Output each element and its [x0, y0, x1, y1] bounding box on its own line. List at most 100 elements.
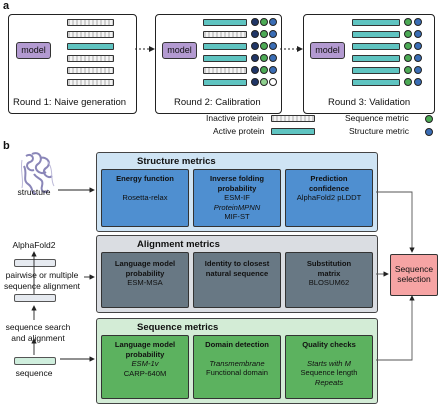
sequence-metric-dot — [260, 18, 268, 26]
starts-with-m-item: Starts with M — [307, 358, 351, 368]
sequence-lm-header-1: Language model — [114, 340, 176, 349]
inactive-protein-bar — [67, 19, 114, 26]
quality-checks-box: Quality checks Starts with M Sequence le… — [285, 335, 373, 399]
active-protein-bar — [67, 43, 114, 50]
domain-detection-box: Domain detection Transmembrane Functiona… — [193, 335, 281, 399]
inactive-protein-bar — [67, 67, 114, 74]
esm-if-item: ESM-IF — [224, 193, 250, 202]
carp-item: CARP-640M — [123, 368, 167, 378]
active-protein-bar — [352, 19, 400, 26]
active-protein-bar — [352, 79, 400, 86]
alignment-metrics-title: Alignment metrics — [137, 239, 220, 250]
sequence-metric-dot — [260, 78, 268, 86]
structure-metric-dot — [269, 42, 277, 50]
inactive-protein-bar — [203, 31, 247, 38]
structure-metric-dot — [414, 42, 422, 50]
active-protein-bar — [203, 55, 247, 62]
proteinmpnn-item: ProteinMPNN — [213, 202, 261, 212]
transmembrane-item: Transmembrane — [209, 358, 265, 368]
inverse-folding-header-1: Inverse folding — [209, 174, 264, 183]
identity-header-2: natural sequence — [205, 268, 269, 278]
sequence-length-item: Sequence length — [300, 368, 358, 377]
alignment-lm-box: Language model probability ESM-MSA — [101, 252, 189, 308]
panel-b-label: b — [3, 140, 10, 152]
search-label-line2: and alignment — [11, 333, 65, 343]
metric-dot — [251, 66, 259, 74]
structure-metric-dot — [414, 78, 422, 86]
structure-metric-dot — [269, 54, 277, 62]
inverse-folding-box: Inverse folding probability ESM-IF Prote… — [193, 169, 281, 227]
active-protein-bar — [203, 43, 247, 50]
legend-inactive-bar — [271, 115, 315, 122]
sequence-metrics-title: Sequence metrics — [137, 322, 219, 333]
alignment-lm-header-2: probability — [125, 268, 165, 278]
msa-bar-bottom — [14, 294, 56, 302]
prediction-confidence-header-2: confidence — [308, 183, 350, 193]
inactive-protein-bar — [67, 79, 114, 86]
repeats-item: Repeats — [314, 377, 344, 387]
sequence-bar — [14, 357, 56, 365]
esm-msa-item: ESM-MSA — [127, 278, 163, 287]
functional-domain-item: Functional domain — [205, 368, 269, 377]
sequence-label: sequence — [15, 368, 53, 378]
sequence-selection-line1: Sequence — [394, 264, 434, 274]
substitution-header-2: matrix — [317, 268, 341, 278]
metric-dot — [251, 54, 259, 62]
sequence-lm-header-2: probability — [125, 349, 165, 359]
inverse-folding-header-2: probability — [217, 183, 257, 193]
sequence-selection-line2: selection — [397, 274, 431, 284]
sequence-metric-dot — [260, 66, 268, 74]
identity-box: Identity to closest natural sequence — [193, 252, 281, 308]
quality-checks-header: Quality checks — [302, 340, 356, 349]
inactive-protein-bar — [67, 31, 114, 38]
panel-a-label: a — [3, 0, 10, 12]
flow-arrows — [31, 187, 415, 362]
inactive-protein-bar — [203, 67, 247, 74]
active-protein-bar — [203, 19, 247, 26]
structure-metric-dot — [414, 66, 422, 74]
legend-structure-metric-dot — [425, 128, 433, 136]
energy-function-box: Energy function Rosetta-relax — [101, 169, 189, 227]
sequence-metrics-group: Sequence metrics Language model probabil… — [96, 318, 378, 404]
sequence-metric-dot — [404, 30, 412, 38]
sequence-metric-dot — [404, 42, 412, 50]
structure-metric-dot — [414, 54, 422, 62]
esm-1v-item: ESM-1v — [131, 359, 159, 368]
sequence-metric-dot — [404, 78, 412, 86]
structure-metrics-group: Structure metrics Energy function Rosett… — [96, 152, 378, 232]
rosetta-relax-item: Rosetta-relax — [122, 192, 168, 202]
alignment-lm-header-1: Language model — [114, 259, 176, 268]
substitution-box: Substitution matrix BLOSUM62 — [285, 252, 373, 308]
metric-dot — [251, 78, 259, 86]
alignment-label-line1: pairwise or multiple — [5, 270, 79, 280]
round-1-title: Round 1: Naive generation — [13, 97, 127, 108]
legend-inactive-label: Inactive protein — [206, 113, 264, 123]
metric-dot — [251, 30, 259, 38]
prediction-confidence-box: Prediction confidence AlphaFold2 pLDDT — [285, 169, 373, 227]
search-label-line1: sequence search — [5, 322, 71, 332]
plddt-item: AlphaFold2 pLDDT — [296, 193, 362, 202]
energy-function-header: Energy function — [116, 174, 174, 183]
round-arrows — [135, 46, 303, 52]
active-protein-bar — [352, 43, 400, 50]
active-protein-bar — [352, 67, 400, 74]
inactive-protein-bar — [67, 55, 114, 62]
blosum62-item: BLOSUM62 — [308, 278, 350, 287]
round-3-box: model Round 3: Validation — [303, 14, 435, 114]
sequence-metric-dot — [404, 54, 412, 62]
sequence-metric-dot — [404, 18, 412, 26]
round-2-box: model Round 2: Calibration — [155, 14, 282, 114]
metric-dot — [251, 42, 259, 50]
domain-detection-header: Domain detection — [205, 340, 269, 349]
structure-metric-dot — [269, 78, 277, 86]
active-protein-bar — [352, 55, 400, 62]
legend-sequence-metric-label: Sequence metric — [345, 113, 409, 123]
prediction-confidence-header-1: Prediction — [310, 174, 348, 183]
msa-bar-top — [14, 259, 56, 267]
structure-metric-dot — [269, 30, 277, 38]
metric-dot — [251, 18, 259, 26]
model-box: model — [16, 42, 51, 59]
sequence-metric-dot — [404, 66, 412, 74]
model-box: model — [310, 42, 345, 59]
sequence-lm-box: Language model probability ESM-1v CARP-6… — [101, 335, 189, 399]
